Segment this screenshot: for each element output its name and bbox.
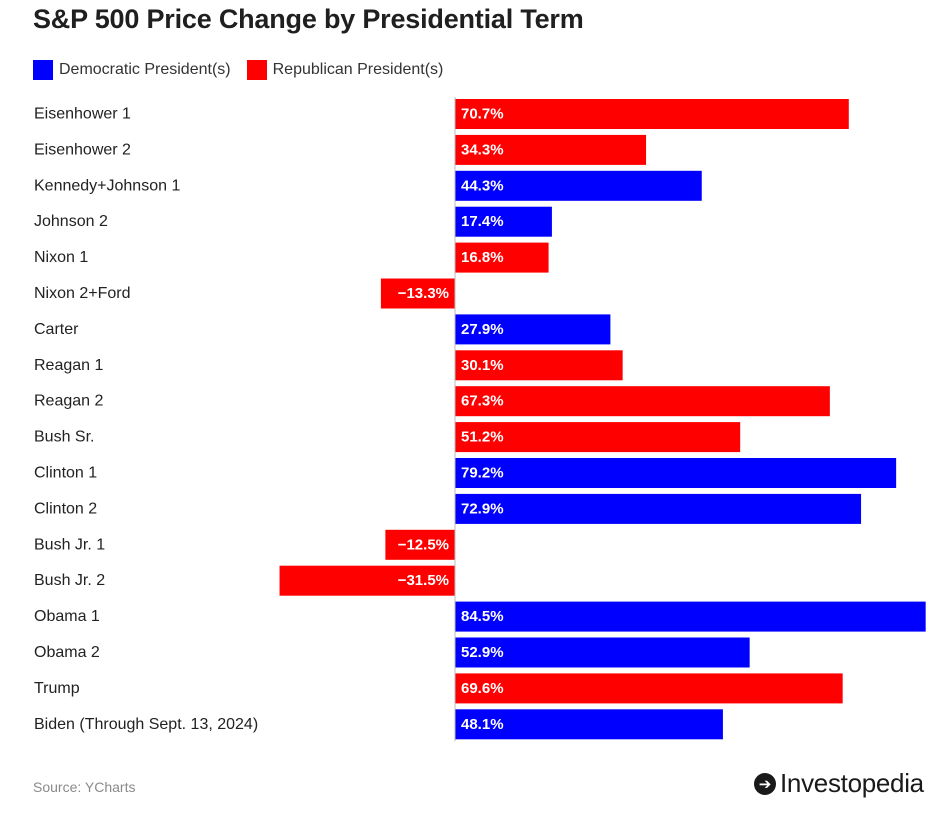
value-label: 67.3% bbox=[461, 393, 504, 410]
category-label: Bush Sr. bbox=[34, 429, 94, 446]
value-label: 79.2% bbox=[461, 465, 504, 482]
bar bbox=[385, 529, 455, 560]
legend-label-republican: Republican President(s) bbox=[272, 61, 444, 78]
value-label: −13.3% bbox=[398, 285, 449, 302]
legend-item-republican: Republican President(s) bbox=[246, 60, 444, 80]
category-label: Clinton 1 bbox=[34, 465, 97, 482]
bar bbox=[455, 601, 926, 632]
value-label: 70.7% bbox=[461, 106, 504, 123]
category-label: Obama 2 bbox=[34, 644, 100, 661]
brand: ➔ Investopedia bbox=[754, 768, 924, 799]
category-label: Bush Jr. 2 bbox=[34, 572, 105, 589]
bar bbox=[455, 422, 741, 453]
value-label: 34.3% bbox=[461, 141, 504, 158]
bar bbox=[455, 314, 611, 345]
value-label: 51.2% bbox=[461, 429, 504, 446]
bar bbox=[455, 242, 549, 273]
legend-swatch-republican bbox=[246, 60, 267, 80]
legend-item-democratic: Democratic President(s) bbox=[33, 60, 231, 80]
legend-swatch-democratic bbox=[33, 60, 53, 80]
bar bbox=[455, 673, 843, 704]
brand-name: Investopedia bbox=[780, 768, 924, 798]
legend-label-democratic: Democratic President(s) bbox=[59, 61, 231, 78]
bar bbox=[455, 206, 552, 237]
value-label: 44.3% bbox=[461, 177, 504, 194]
category-label: Clinton 2 bbox=[34, 500, 97, 517]
category-label: Eisenhower 2 bbox=[34, 141, 131, 158]
value-label: 69.6% bbox=[461, 680, 504, 697]
value-label: −12.5% bbox=[398, 536, 449, 553]
page-title: S&P 500 Price Change by Presidential Ter… bbox=[33, 4, 584, 34]
value-label: 16.8% bbox=[461, 249, 504, 266]
category-label: Reagan 1 bbox=[34, 357, 103, 374]
bar bbox=[455, 170, 702, 201]
value-label: 72.9% bbox=[461, 500, 504, 517]
bar bbox=[455, 637, 750, 668]
bar bbox=[455, 493, 862, 524]
value-label: 84.5% bbox=[461, 608, 504, 625]
category-label: Reagan 2 bbox=[34, 393, 103, 410]
bar-chart: Eisenhower 1 70.7% Eisenhower 2 34.3% Kenned… bbox=[34, 97, 926, 742]
value-label: −31.5% bbox=[398, 572, 449, 589]
category-label: Bush Jr. 1 bbox=[34, 536, 105, 553]
bar bbox=[455, 709, 723, 740]
category-label: Carter bbox=[34, 321, 79, 338]
category-label: Nixon 1 bbox=[34, 249, 88, 266]
bar bbox=[380, 278, 455, 309]
value-label: 48.1% bbox=[461, 716, 504, 733]
category-label: Biden (Through Sept. 13, 2024) bbox=[34, 716, 258, 733]
category-label: Nixon 2+Ford bbox=[34, 285, 131, 302]
legend: Democratic President(s) Republican Presi… bbox=[33, 58, 459, 82]
category-label: Trump bbox=[34, 680, 80, 697]
value-label: 17.4% bbox=[461, 213, 504, 230]
bar bbox=[455, 386, 830, 417]
category-label: Johnson 2 bbox=[34, 213, 108, 230]
bar bbox=[279, 565, 455, 596]
category-label: Obama 1 bbox=[34, 608, 100, 625]
source-note: Source: YCharts bbox=[33, 779, 136, 795]
value-label: 30.1% bbox=[461, 357, 504, 374]
category-label: Eisenhower 1 bbox=[34, 106, 131, 123]
bar bbox=[455, 458, 897, 488]
value-label: 52.9% bbox=[461, 644, 504, 661]
bar bbox=[455, 99, 849, 129]
bar bbox=[455, 134, 647, 165]
bar bbox=[455, 350, 623, 381]
category-label: Kennedy+Johnson 1 bbox=[34, 177, 180, 194]
value-label: 27.9% bbox=[461, 321, 504, 338]
investopedia-logo-icon: ➔ bbox=[754, 772, 776, 795]
